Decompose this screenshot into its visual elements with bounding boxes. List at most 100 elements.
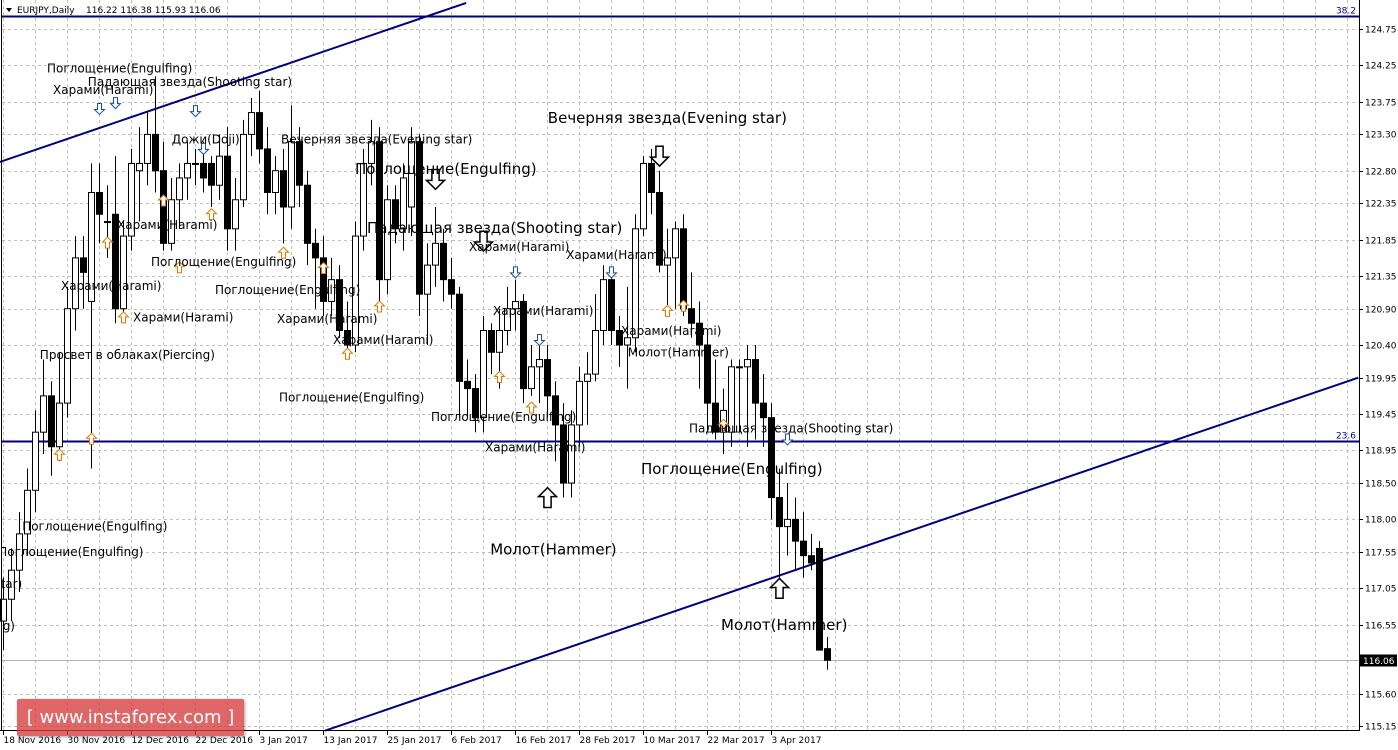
candle-bull <box>8 569 15 600</box>
candle-bear <box>800 540 807 557</box>
candle-bull <box>728 366 735 433</box>
candle-bull <box>72 257 79 310</box>
pattern-label: Падающая звезда(Shooting star) <box>88 75 292 89</box>
pattern-label: Харами(Harami) <box>53 83 153 97</box>
date-tick-label: 3 Apr 2017 <box>772 736 822 746</box>
candle-bull <box>536 359 543 368</box>
price-tick-label: 118.50 <box>1365 480 1397 490</box>
pattern-label: Поглощение(Engulfing) <box>0 545 143 559</box>
arrow-up-icon <box>677 299 690 312</box>
pattern-label: Харами(Harami) <box>61 279 161 293</box>
candle-bull <box>192 162 199 165</box>
price-tick-label: 124.25 <box>1365 62 1397 72</box>
price-tick-label: 120.40 <box>1365 342 1397 352</box>
fibo-level-label: 23.6 <box>1336 432 1356 442</box>
grid <box>2 0 1359 730</box>
arrow-down-icon <box>533 333 546 347</box>
candle-bear <box>824 648 831 661</box>
candle-bull <box>216 155 223 186</box>
candle-bull <box>32 431 39 491</box>
pattern-label: Поглощение(Engulfing) <box>0 619 15 633</box>
candle-bear <box>472 388 479 419</box>
candle-bear <box>440 242 447 281</box>
candle-bull <box>672 228 679 259</box>
arrow-up-icon <box>661 304 674 317</box>
candle-bear <box>392 199 399 230</box>
candle-bull <box>248 112 255 135</box>
pattern-label: Харами(Harami) <box>485 440 585 454</box>
dropdown-triangle-icon[interactable] <box>6 8 12 12</box>
candle-bear <box>200 162 207 179</box>
candle-bull <box>664 257 671 266</box>
candle-bull <box>272 170 279 193</box>
pattern-labels: Поглощение(Engulfing)Падающая звезда(Sho… <box>0 61 893 634</box>
time-axis[interactable]: 18 Nov 2016 30 Nov 2016 12 Dec 2016 22 Dec … <box>3 730 822 746</box>
date-tick-label: 12 Dec 2016 <box>132 736 190 746</box>
candle-bull <box>640 162 647 230</box>
candle-bear <box>776 497 783 528</box>
pattern-label: Харами(Harami) <box>469 240 569 254</box>
candle-bull <box>400 177 407 230</box>
candle-bull <box>784 518 791 528</box>
price-tick-label: 121.35 <box>1365 273 1397 283</box>
arrow-up-icon <box>717 418 730 431</box>
pattern-label: Поглощение(Engulfing) <box>47 61 192 75</box>
candle-bear <box>704 344 711 404</box>
date-tick-label: 18 Nov 2016 <box>4 736 62 746</box>
arrow-up-icon <box>101 236 114 249</box>
pattern-label: Падающая звезда(Shooting star) <box>367 219 622 237</box>
arrow-down-icon <box>648 145 671 168</box>
candle-bear <box>816 547 823 651</box>
date-tick-label: 22 Mar 2017 <box>708 736 765 746</box>
pattern-label: Поглощение(Engulfing) <box>641 460 823 478</box>
candle-bear <box>256 112 263 150</box>
candle-bear <box>344 329 351 346</box>
arrow-up-icon <box>317 261 330 275</box>
candle-bear <box>552 395 559 426</box>
candle-bull <box>424 264 431 295</box>
trend-line <box>0 1 467 163</box>
candle-bull <box>240 133 247 201</box>
price-tick-label: 123.30 <box>1365 131 1397 141</box>
pattern-label: Харами(Harami) <box>117 218 217 232</box>
candle-bull <box>288 141 295 208</box>
price-axis[interactable]: 124.75 124.25 123.75 123.30 122.80 122.35 121.… <box>1359 26 1397 733</box>
candle-bear <box>208 162 215 186</box>
candle-bull <box>528 366 535 390</box>
candle-bull <box>408 141 415 208</box>
pattern-label: Поглощение(Engulfing) <box>279 390 424 404</box>
pattern-label: Молот(Hammer) <box>490 541 616 559</box>
arrow-down-icon <box>109 97 122 110</box>
date-tick-label: 30 Nov 2016 <box>68 736 126 746</box>
price-tick-label: 122.35 <box>1365 200 1397 210</box>
pattern-label: Харами(Harami) <box>133 310 233 324</box>
date-tick-label: 6 Feb 2017 <box>452 736 502 746</box>
candle-bear <box>680 228 687 310</box>
pattern-label: Поглощение(Engulfing) <box>431 410 576 424</box>
pattern-label: Падающая звезда(Shooting star) <box>689 422 893 436</box>
pattern-label: Поглощение(Engulfing) <box>22 520 167 534</box>
price-tick-label: 119.45 <box>1365 411 1397 421</box>
candle-bear <box>320 257 327 302</box>
horizontal-levels: 38.2 23.6 <box>2 7 1359 443</box>
candle-bull <box>64 308 71 404</box>
price-tick-label: 122.80 <box>1365 168 1397 178</box>
candle-bull <box>176 177 183 201</box>
candle-bull <box>584 373 591 382</box>
candle-bear <box>416 141 423 295</box>
candle-bull <box>0 598 7 622</box>
candle-bear <box>648 162 655 193</box>
pattern-label: Поглощение(Engulfing) <box>215 283 360 297</box>
candle-bear <box>112 213 119 310</box>
arrow-up-icon <box>341 347 354 360</box>
candle-bull <box>56 402 63 448</box>
candle-bull <box>736 366 743 369</box>
trend-lines <box>0 1 1359 732</box>
pattern-label: Молот(Hammer) <box>721 616 847 634</box>
candle-bull <box>744 359 751 368</box>
candle-bull <box>144 133 151 164</box>
candle-bear <box>616 329 623 346</box>
arrow-up-icon <box>493 370 506 383</box>
pattern-label: Поглощение(Engulfing) <box>355 160 537 178</box>
